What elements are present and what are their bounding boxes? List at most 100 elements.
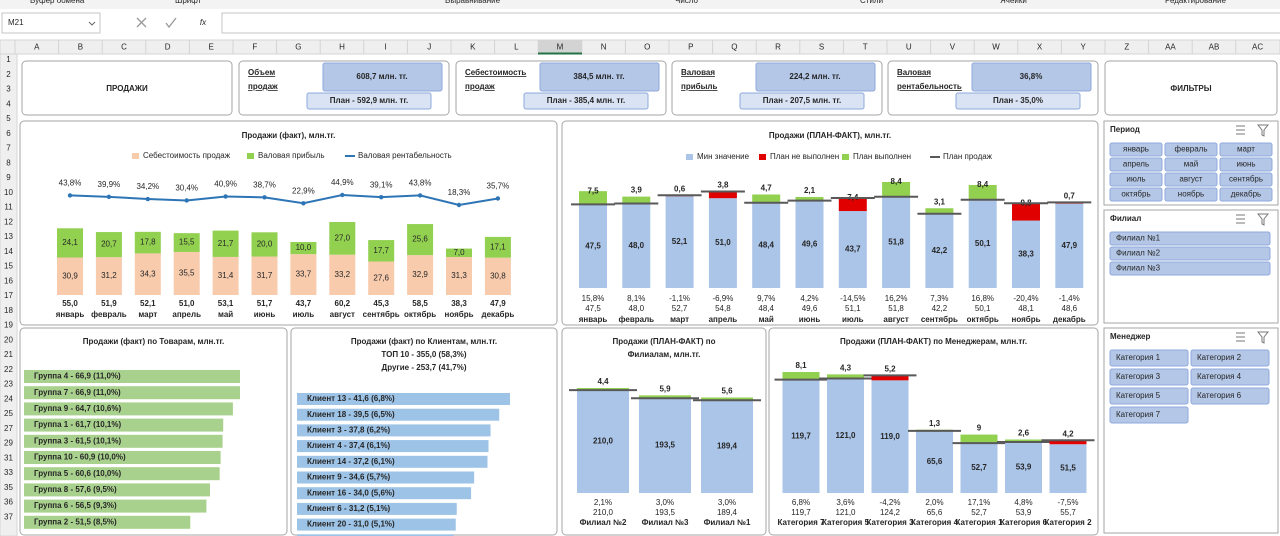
legend-marker	[759, 154, 766, 160]
bar-label: Клиент 6 - 31,2 (5,1%)	[307, 504, 391, 513]
cancel-icon[interactable]	[136, 17, 147, 28]
row-header: 1	[6, 55, 11, 64]
slicer-item	[1164, 157, 1218, 172]
plan-label: 52,7	[971, 508, 987, 517]
min-bar	[577, 390, 629, 493]
kpi-value-box	[971, 62, 1092, 92]
kpi-plan: План - 592,9 млн. тг.	[330, 96, 408, 105]
plan-label: 119,7	[791, 508, 811, 517]
plan-missed-bar	[871, 375, 909, 381]
column-header: AC	[1252, 43, 1263, 52]
column-header: G	[295, 43, 301, 52]
slicer-item	[1190, 368, 1270, 386]
cost-bar	[95, 257, 122, 295]
pct-label: 9,7%	[757, 294, 775, 303]
row-header: 37	[4, 512, 13, 521]
pct-label: 4,2%	[800, 294, 818, 303]
column-header: AB	[1209, 43, 1220, 52]
min-label: 65,6	[927, 457, 943, 466]
x-tick-label: ноябрь	[444, 310, 473, 319]
delta-label: 5,6	[721, 387, 733, 396]
cost-bar	[290, 254, 317, 295]
clear-filter-icon[interactable]	[1256, 124, 1270, 137]
profit-label: 25,6	[412, 235, 428, 244]
plan-label: 48,6	[1062, 304, 1078, 313]
row-header: 33	[4, 468, 13, 477]
row-header: 24	[4, 394, 13, 403]
plan-met-bar	[622, 196, 651, 204]
slicer-item-label: ноябрь	[1178, 190, 1204, 199]
bar-label: Группа 8 - 57,6 (9,5%)	[34, 485, 117, 494]
total-label: 55,0	[62, 299, 78, 308]
total-label: 60,2	[335, 299, 351, 308]
multiselect-icon[interactable]	[1236, 332, 1245, 342]
min-label: 121,0	[835, 431, 856, 440]
pct-label: -14,5%	[840, 294, 865, 303]
total-label: 58,5	[412, 299, 428, 308]
min-label: 210,0	[593, 437, 614, 446]
plan-label: 55,7	[1060, 508, 1076, 517]
min-bar	[960, 443, 998, 493]
plan-label: 51,8	[888, 304, 904, 313]
x-tick-label: Категория 1	[955, 518, 1003, 527]
plan-label: 54,8	[715, 304, 731, 313]
bar-label: Группа 1 - 61,7 (10,1%)	[34, 420, 121, 429]
bar	[24, 434, 223, 448]
bar-label: Группа 5 - 60,6 (10,0%)	[34, 469, 121, 478]
plan-met-bar	[639, 395, 691, 399]
plan-missed-bar	[708, 191, 737, 199]
cost-bar	[134, 253, 161, 295]
chart-subtitle: ТОП 10 - 355,0 (58,3%)	[381, 350, 466, 359]
column-header: R	[775, 43, 781, 52]
slicer-item	[1164, 142, 1218, 157]
chart-title: Продажи (ПЛАН-ФАКТ) по	[613, 337, 716, 346]
total-label: 45,3	[373, 299, 389, 308]
bar	[24, 483, 210, 497]
cost-label: 32,9	[412, 270, 428, 279]
x-tick-label: Категория 3	[866, 518, 914, 527]
clear-filter-icon[interactable]	[1256, 331, 1270, 344]
ribbon-group-label: Выравнивание	[445, 0, 501, 5]
slicer-item-label: Категория 4	[1197, 372, 1242, 381]
cost-label: 30,8	[490, 271, 506, 280]
min-label: 47,5	[585, 241, 601, 250]
delta-label: 4,2	[1062, 429, 1074, 438]
slicer-item-label: Категория 5	[1116, 391, 1161, 400]
row-header: 5	[6, 114, 11, 123]
cost-bar	[212, 256, 239, 295]
x-tick-label: Категория 7	[777, 518, 825, 527]
enter-icon[interactable]	[165, 17, 177, 29]
profit-label: 7,0	[453, 248, 465, 257]
row-header: 12	[4, 217, 13, 226]
plan-label: 65,6	[927, 508, 943, 517]
slicer-item	[1219, 157, 1273, 172]
delta-label: 7,5	[587, 186, 599, 195]
min-label: 53,9	[1016, 463, 1032, 472]
kpi-value-box	[755, 62, 876, 92]
bar-label: Группа 3 - 61,5 (10,1%)	[34, 436, 121, 445]
row-header: 29	[4, 439, 13, 448]
min-bar	[708, 198, 737, 288]
margin-point	[262, 195, 267, 200]
margin-label: 18,3%	[448, 188, 471, 197]
clear-filter-icon[interactable]	[1256, 213, 1270, 226]
profit-label: 24,1	[62, 238, 78, 247]
cost-bar	[173, 251, 200, 295]
bar-label: Клиент 14 - 37,2 (6,1%)	[307, 457, 395, 466]
slicer-item	[1109, 231, 1271, 246]
total-label: 53,1	[218, 299, 234, 308]
pct-label: -1,1%	[669, 294, 690, 303]
bar-label: Группа 10 - 60,9 (10,0%)	[34, 453, 126, 462]
multiselect-icon[interactable]	[1236, 125, 1245, 135]
plan-met-bar	[752, 194, 781, 203]
total-label: 51,9	[101, 299, 117, 308]
pct-label: 3,0%	[656, 498, 674, 507]
multiselect-icon[interactable]	[1236, 214, 1245, 224]
total-label: 52,1	[140, 299, 156, 308]
slicer-item-label: февраль	[1174, 145, 1207, 154]
plan-missed-bar	[1012, 203, 1040, 221]
row-header: 27	[4, 424, 13, 433]
pct-label: 16,8%	[971, 294, 994, 303]
pct-label: 3,6%	[836, 498, 854, 507]
min-label: 43,7	[845, 245, 861, 254]
